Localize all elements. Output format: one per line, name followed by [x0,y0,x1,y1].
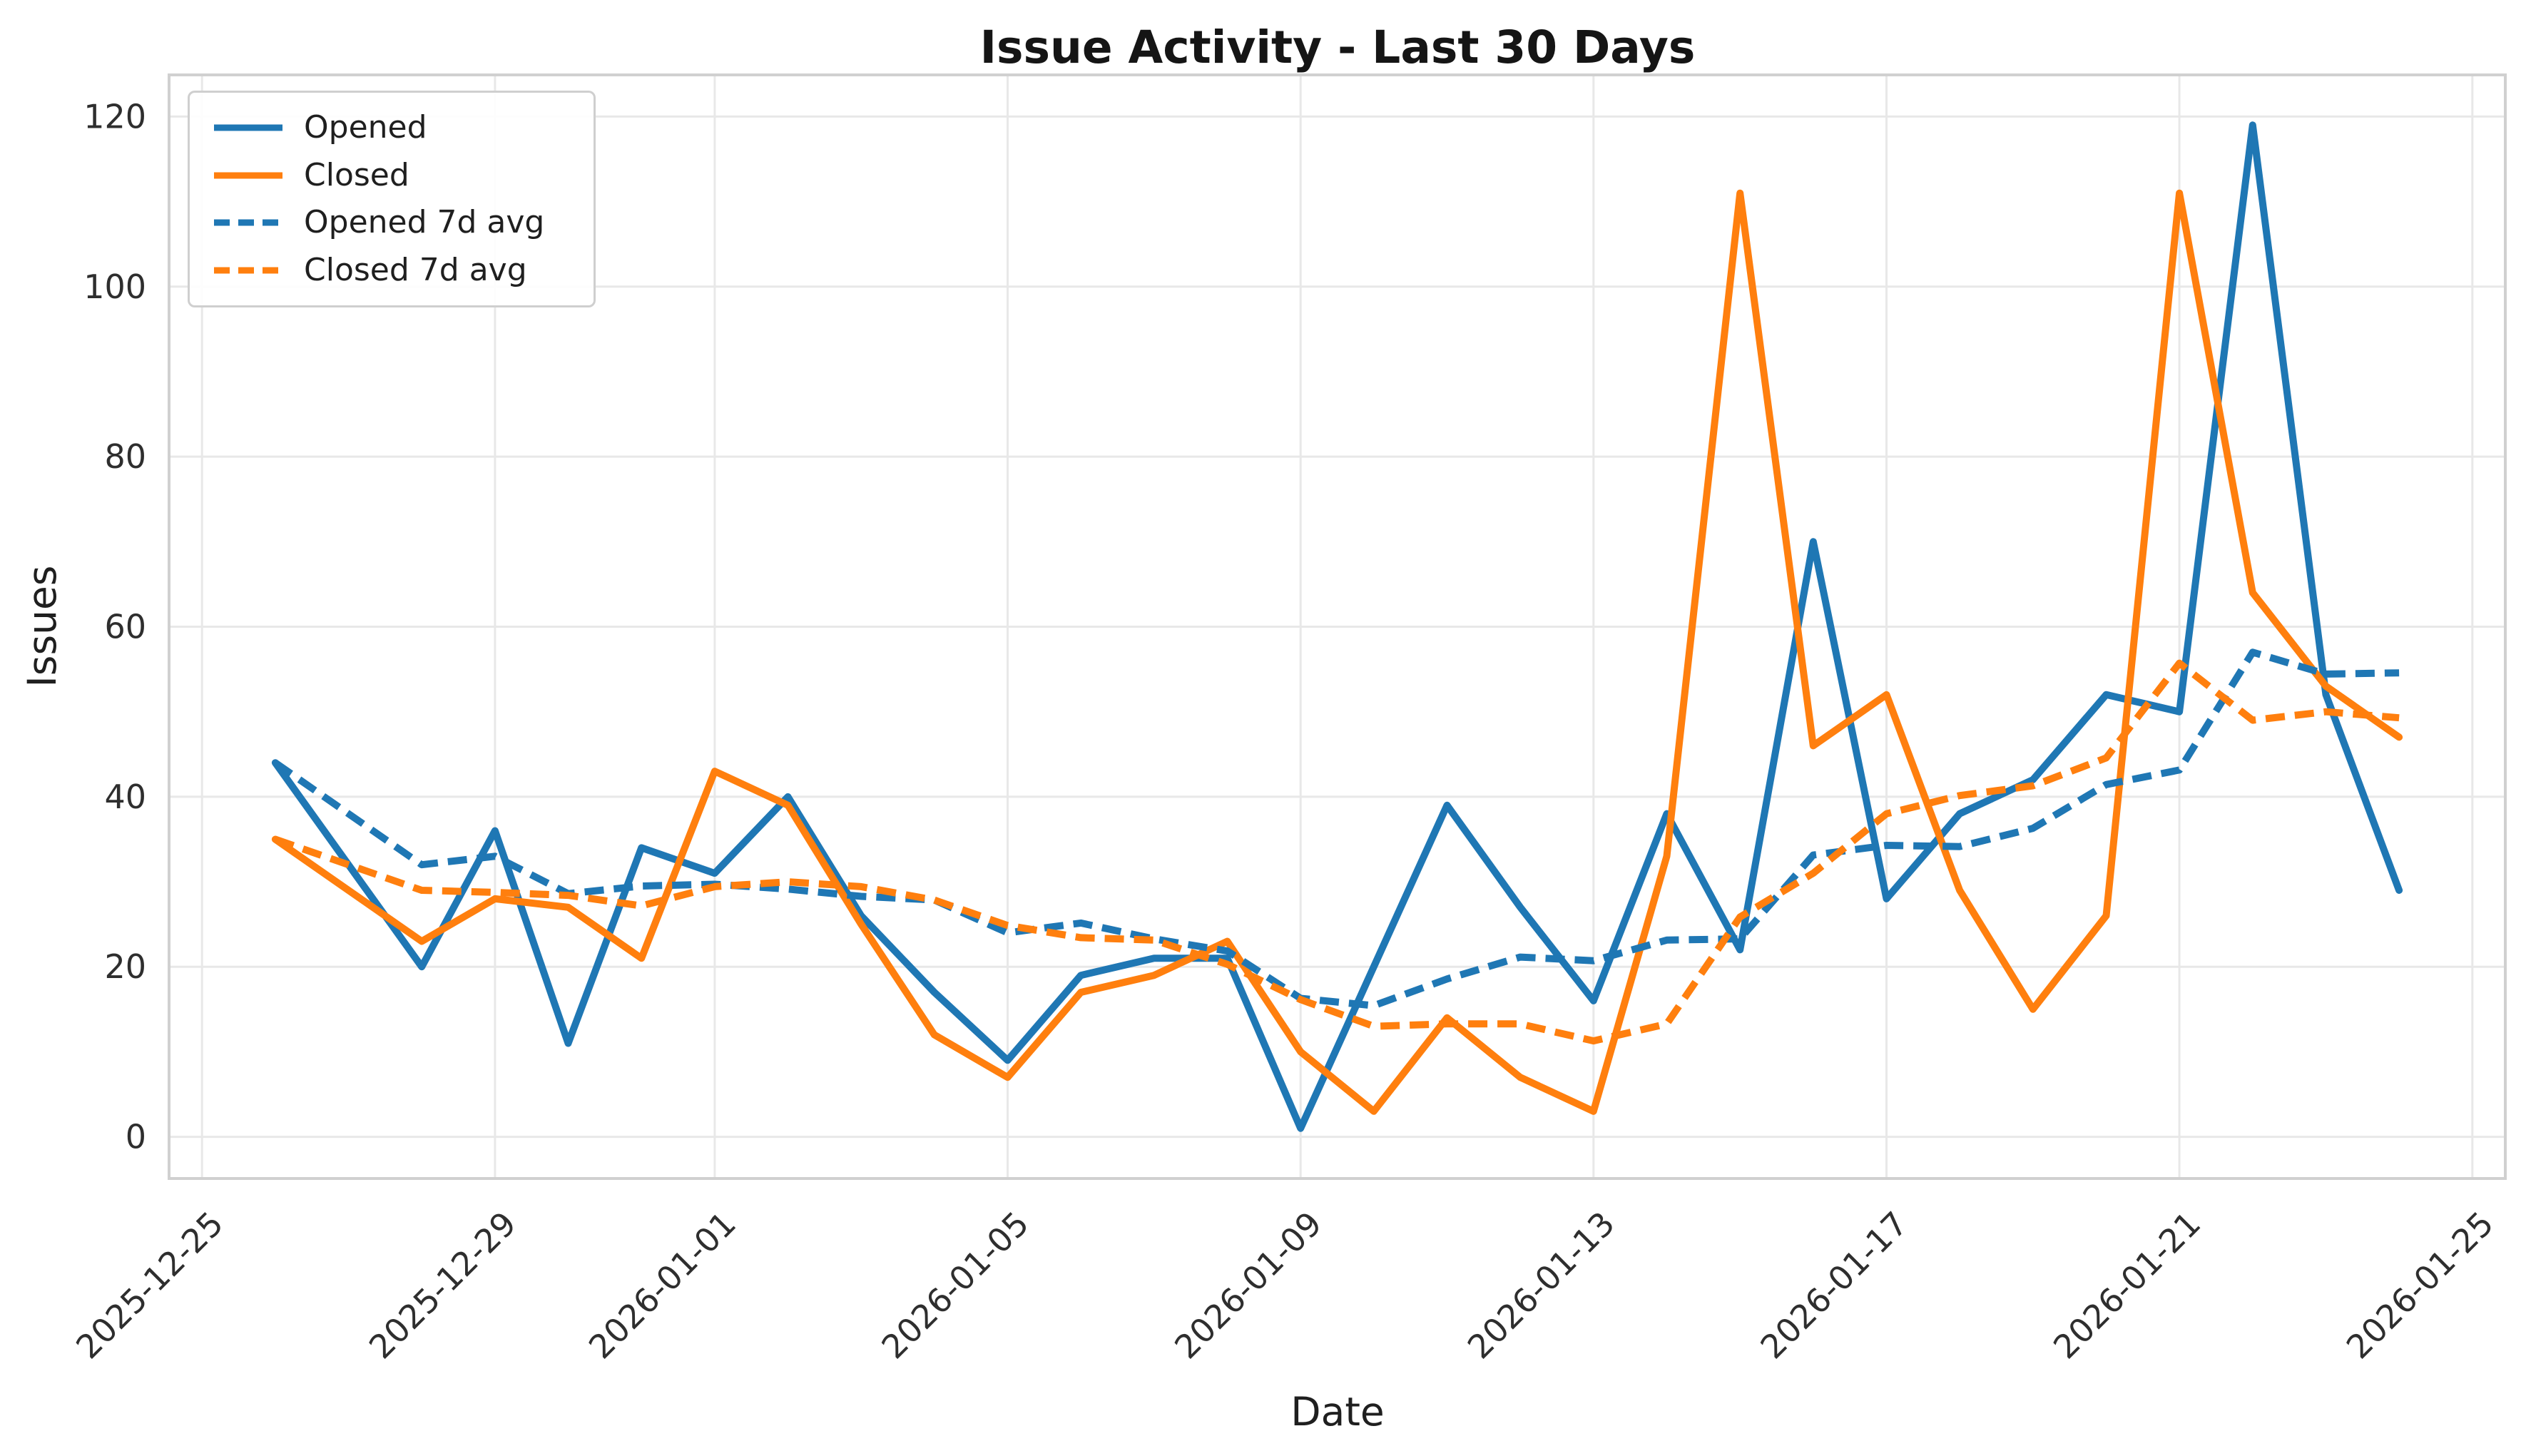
series-opened-line [271,121,2403,1132]
y-axis-label: Issues [19,566,65,688]
opened-avg-line-swatch-icon [214,219,282,226]
legend-label: Closed 7d avg [304,251,527,288]
y-tick-label: 20 [104,947,146,986]
y-tick-label: 40 [104,778,146,816]
x-tick-label: 2025-12-25 [68,1204,230,1366]
grid-lines [169,75,2505,1178]
legend-label: Opened [304,109,427,146]
series-lines [271,121,2403,1132]
y-tick-label: 0 [126,1118,146,1156]
legend-item-closed-7d-avg: Closed 7d avg [213,250,586,291]
opened-line-swatch-icon [214,124,282,131]
series-closed-7d-avg-line [274,659,2400,1045]
legend-item-opened-7d-avg: Opened 7d avg [213,202,586,243]
closed-avg-line-swatch-icon [214,267,282,274]
x-axis-label: Date [1290,1389,1384,1435]
x-tick-label: 2026-01-21 [2046,1204,2208,1366]
series-closed-line [271,189,2403,1115]
y-tick-label: 120 [83,97,146,136]
x-tick-label: 2025-12-29 [362,1204,524,1366]
legend-label: Opened 7d avg [304,204,545,241]
series-opened-7d-avg-line [273,648,2400,1009]
chart-title: Issue Activity - Last 30 Days [980,21,1696,73]
x-tick-label: 2026-01-13 [1460,1204,1622,1366]
closed-line-swatch-icon [214,172,282,179]
y-tick-label: 60 [104,608,146,646]
legend-item-closed: Closed [213,155,586,196]
x-tick-label: 2026-01-25 [2339,1204,2501,1366]
x-tick-label: 2026-01-17 [1753,1204,1915,1366]
y-tick-label: 100 [83,268,146,306]
y-tick-label: 80 [104,437,146,476]
x-tick-label: 2026-01-09 [1167,1204,1329,1366]
x-tick-label: 2026-01-01 [581,1204,743,1366]
legend-label: Closed [304,156,409,193]
plot-border [168,73,2507,1180]
legend-item-opened: Opened [213,107,586,148]
chart-legend: Opened Closed Opened 7d avg Closed 7d av… [188,91,596,307]
x-tick-label: 2026-01-05 [874,1204,1036,1366]
